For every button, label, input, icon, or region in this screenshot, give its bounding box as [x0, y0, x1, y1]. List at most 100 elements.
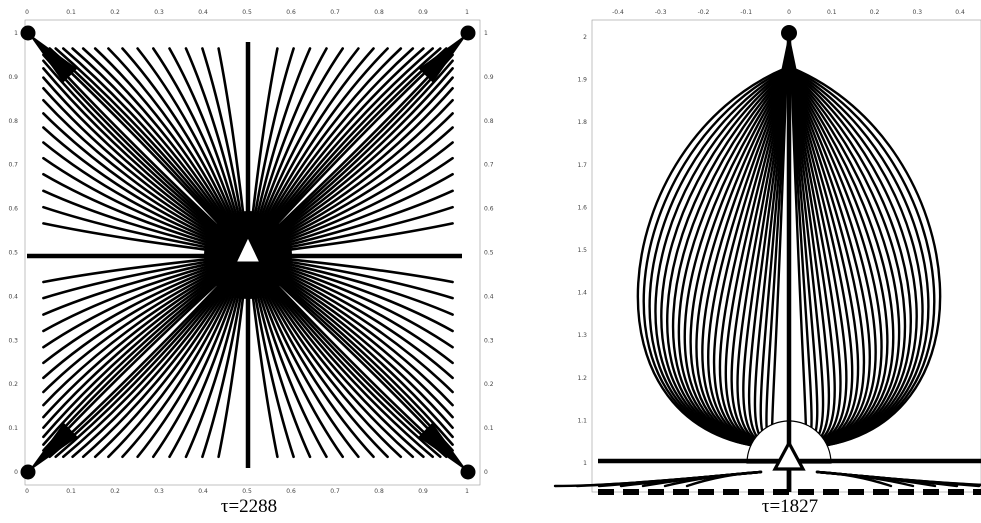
- x-tick-bottom: 0.4: [198, 488, 208, 495]
- flow-line: [280, 275, 454, 419]
- flow-line: [283, 268, 454, 365]
- flow-line: [251, 293, 279, 459]
- top-node-icon: [781, 25, 797, 41]
- x-tick-bottom: 0.9: [418, 488, 428, 495]
- flow-line: [253, 293, 295, 459]
- flow-line: [268, 287, 415, 459]
- flow-line: [71, 286, 226, 459]
- y-tick-left: 0.2: [8, 381, 18, 388]
- left-diagram: 0 0 0.1 0.1 0.2 0.2 0.3 0.3 0.4 0.4 0.5 0.5 0.6 0.6 0.…: [0, 0, 500, 500]
- flow-line: [62, 285, 225, 459]
- flow-line: [42, 98, 215, 236]
- y-tick: 2: [583, 34, 587, 41]
- flow-line: [42, 272, 214, 394]
- flow-line: [281, 273, 454, 407]
- flow-line: [282, 126, 454, 239]
- y-tick: 1.6: [577, 204, 587, 211]
- flow-line: [201, 47, 243, 217]
- flow-line: [278, 67, 454, 232]
- flow-line: [42, 222, 210, 252]
- flow-line: [168, 292, 238, 459]
- flow-line: [790, 70, 918, 450]
- y-tick-right: 1: [484, 30, 488, 37]
- x-tick: 0.3: [912, 9, 922, 16]
- flow-line: [257, 47, 328, 218]
- flow-line: [152, 47, 237, 219]
- flow-line: [168, 47, 239, 218]
- y-tick: 1.5: [577, 247, 587, 254]
- flow-line: [268, 47, 415, 223]
- y-tick-right: 0: [484, 469, 488, 476]
- y-tick-right: 0.6: [484, 206, 494, 213]
- y-tick-left: 0.9: [8, 74, 18, 81]
- flow-line: [217, 293, 245, 459]
- flow-line: [261, 47, 360, 220]
- flow-line: [815, 470, 981, 487]
- corner-funnel: [418, 33, 468, 83]
- flow-line: [272, 284, 442, 459]
- triangle-marker-icon: [772, 439, 806, 471]
- flow-line: [285, 189, 454, 247]
- flow-line: [666, 71, 788, 450]
- x-tick-top: 0.2: [110, 9, 120, 16]
- y-tick-left: 0.7: [8, 162, 18, 169]
- flow-line: [251, 47, 279, 217]
- x-tick-top: 0.3: [154, 9, 164, 16]
- flow-line: [283, 270, 454, 380]
- flow-line: [256, 292, 312, 459]
- flow-line: [660, 70, 788, 450]
- x-tick-top: 0.8: [374, 9, 384, 16]
- flow-line: [286, 260, 454, 300]
- flow-line: [277, 278, 454, 446]
- x-tick-bottom: 0.6: [286, 488, 296, 495]
- flow-line: [790, 67, 936, 450]
- y-tick-left: 0.6: [8, 206, 18, 213]
- flow-line: [280, 87, 454, 235]
- flow-line: [642, 67, 788, 450]
- flow-line: [54, 284, 224, 459]
- flow-line: [152, 291, 236, 459]
- flow-line: [81, 47, 228, 223]
- x-tick-bottom: 0: [25, 488, 29, 495]
- left-diagram-canvas: 0 0 0.1 0.1 0.2 0.2 0.3 0.3 0.4 0.4 0.5 0.5 0.6 0.6 0.…: [8, 9, 494, 495]
- flow-line: [262, 290, 360, 459]
- y-tick-left: 1: [14, 30, 18, 37]
- y-tick-right: 0.9: [484, 74, 494, 81]
- flow-line: [263, 289, 375, 459]
- flow-line: [42, 275, 216, 419]
- corner-node-icon: [460, 25, 476, 41]
- flow-line: [42, 262, 211, 316]
- corner-funnel: [28, 422, 78, 472]
- y-tick-left: 0.8: [8, 118, 18, 125]
- flow-line: [284, 156, 454, 243]
- corner-funnel: [28, 33, 78, 83]
- flow-line: [121, 47, 233, 220]
- flow-line: [279, 76, 454, 233]
- x-tick: -0.4: [612, 9, 624, 16]
- y-tick: 1.1: [577, 417, 587, 424]
- y-tick: 1.7: [577, 162, 587, 169]
- flow-line: [284, 266, 454, 349]
- x-tick-top: 0.1: [66, 9, 76, 16]
- flow-line: [42, 278, 219, 446]
- flow-line: [553, 470, 763, 488]
- flow-line: [790, 72, 901, 450]
- flow-line: [277, 59, 454, 231]
- flow-line: [121, 289, 233, 459]
- flow-line: [270, 286, 425, 459]
- y-tick-right: 0.4: [484, 293, 494, 300]
- flow-line: [62, 47, 226, 225]
- flow-line: [285, 264, 454, 333]
- flow-line: [253, 47, 295, 217]
- y-tick-left: 0: [14, 469, 18, 476]
- flow-line: [184, 292, 240, 459]
- x-tick: -0.3: [655, 9, 667, 16]
- flow-line: [217, 47, 245, 217]
- flow-line: [42, 87, 216, 235]
- flow-line: [42, 156, 212, 243]
- flow-line: [286, 222, 454, 252]
- x-tick-top: 0.9: [418, 9, 428, 16]
- x-tick-bottom: 0.1: [66, 488, 76, 495]
- y-tick-left: 0.1: [8, 425, 18, 432]
- y-tick: 1.2: [577, 375, 587, 382]
